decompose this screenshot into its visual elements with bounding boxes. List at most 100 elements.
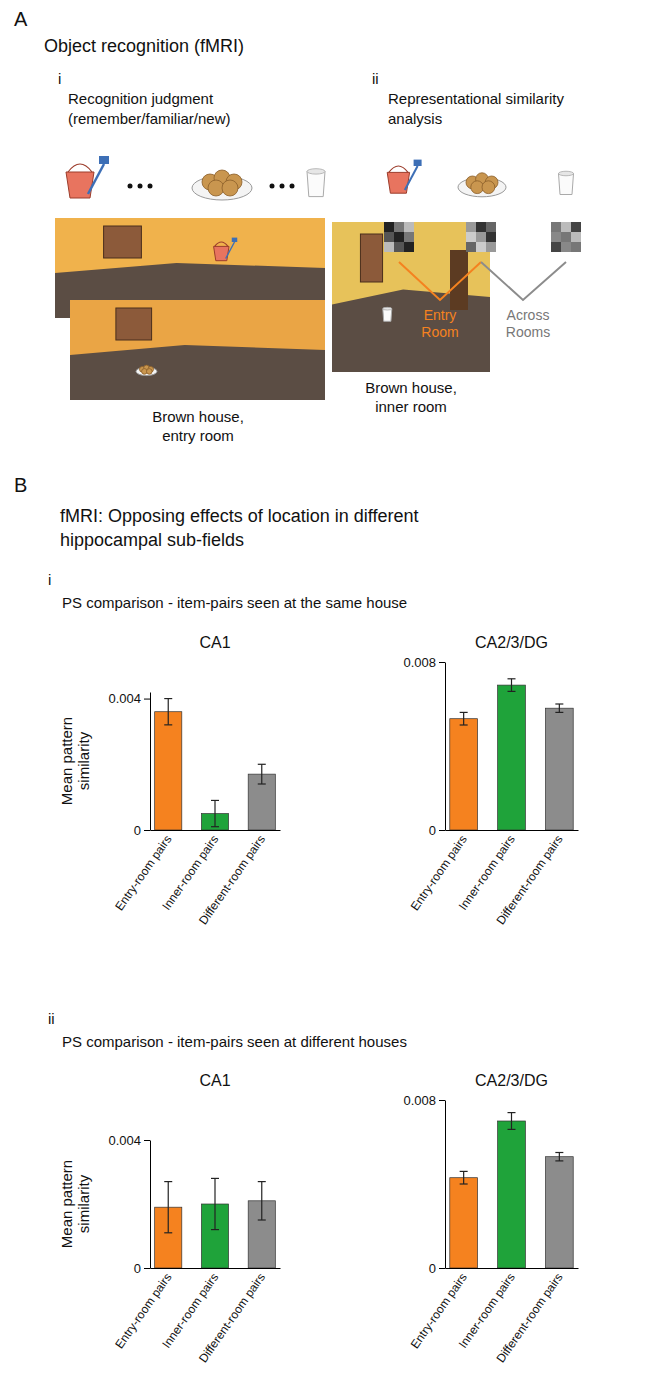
error-bar-cap xyxy=(460,724,468,725)
icon-bucket xyxy=(66,172,94,198)
y-tick-label: 0 xyxy=(429,823,436,838)
x-tick: Different-room pairs xyxy=(493,1268,565,1365)
screenshot-shelf xyxy=(450,250,468,310)
pattern-cell xyxy=(561,242,571,252)
icon-cup xyxy=(307,171,325,196)
x-tick-label: Different-room pairs xyxy=(493,832,565,927)
pattern-cell xyxy=(404,242,414,252)
pattern-cell xyxy=(384,242,394,252)
pattern-cell xyxy=(486,232,496,242)
entry-room-link xyxy=(399,262,481,300)
axis-line xyxy=(151,830,281,831)
error-bar-cap xyxy=(508,1129,516,1130)
error-bar-cap xyxy=(555,703,563,704)
plot-area xyxy=(450,679,573,830)
error-bar xyxy=(508,679,516,692)
icon-bucket-handle xyxy=(68,164,92,172)
y-axis-title: Mean patternsimilarity xyxy=(58,717,92,805)
error-bar xyxy=(164,1182,172,1233)
chart-title: CA1 xyxy=(199,634,230,651)
y-tick-label: 0.008 xyxy=(403,655,436,670)
y-tick: 0.008 xyxy=(403,655,445,670)
plot-area xyxy=(155,699,276,830)
error-bar-cap xyxy=(164,1181,172,1182)
error-bar xyxy=(258,1182,266,1220)
icon-cookie xyxy=(482,181,495,194)
y-tick-label: 0.004 xyxy=(108,1133,141,1148)
error-bar-stem xyxy=(261,1182,262,1220)
ellipsis-dot xyxy=(138,184,143,189)
error-bar-cap xyxy=(211,826,219,827)
y-axis: 00.008 xyxy=(403,1093,445,1276)
screenshot-floor xyxy=(70,345,325,400)
y-tick-mark xyxy=(144,699,150,700)
subpanel-title: Recognition judgment xyxy=(68,90,214,107)
pattern-cell xyxy=(394,222,404,232)
panel-letter: B xyxy=(14,474,27,496)
axis-line xyxy=(446,1268,579,1269)
bar-chart: 0 0.004 Entry-room pairsInner-room pairsDi… xyxy=(58,634,281,927)
error-bar-cap xyxy=(164,724,172,725)
axis-line xyxy=(445,1101,446,1269)
axis-line xyxy=(445,663,446,831)
bar-chart: 00.008Entry-room pairsInner-room pairsDi… xyxy=(403,634,578,927)
bar-chart: 00.004Entry-room pairsInner-room pairsDi… xyxy=(58,1072,281,1365)
figure: AObject recognition (fMRI)iRecognition j… xyxy=(0,0,646,1399)
pattern-cell xyxy=(571,242,581,252)
subpanel-subtitle: (remember/familiar/new) xyxy=(68,110,231,127)
error-bar xyxy=(460,1171,468,1184)
x-tick-label: Different-room pairs xyxy=(493,1270,565,1365)
screenshot-wall xyxy=(70,300,325,400)
bar xyxy=(498,1121,526,1268)
error-bar-cap xyxy=(258,783,266,784)
y-tick: 0 xyxy=(134,1261,150,1276)
pattern-cell xyxy=(476,232,486,242)
x-tick-label: Different-room pairs xyxy=(196,1270,268,1365)
error-bar xyxy=(211,1178,219,1229)
subpanel-numeral: i xyxy=(48,571,51,588)
caption: Brown house,entry room xyxy=(152,408,244,444)
icon-shovel-blade xyxy=(414,160,422,166)
y-tick-mark xyxy=(144,1268,150,1269)
error-bar-cap xyxy=(555,1152,563,1153)
error-bar xyxy=(258,764,266,784)
caption: Brown house,inner room xyxy=(365,379,457,415)
panel-letter: A xyxy=(14,8,28,30)
error-bar-stem xyxy=(214,800,215,826)
screenshot-window xyxy=(360,234,382,282)
error-bar-stem xyxy=(214,1178,215,1229)
pattern-cell xyxy=(561,222,571,232)
error-bar-cap xyxy=(555,1160,563,1161)
y-tick: 0.004 xyxy=(108,1133,150,1148)
link-label: AcrossRooms xyxy=(506,307,550,340)
x-tick: Different-room pairs xyxy=(493,830,565,927)
axis-line xyxy=(150,1141,151,1269)
error-bar-cap xyxy=(508,678,516,679)
subpanel-title: PS comparison - item-pairs seen at the s… xyxy=(62,594,407,611)
error-bar xyxy=(460,712,468,725)
y-tick-label: 0.008 xyxy=(403,1093,436,1108)
y-tick-mark xyxy=(439,1268,445,1269)
chart-title: CA2/3/DG xyxy=(475,1072,548,1089)
icon-cookie xyxy=(147,369,153,375)
y-tick-mark xyxy=(439,1100,445,1101)
y-axis: 0 0.004 xyxy=(108,1133,150,1276)
bar xyxy=(545,1157,573,1268)
screenshot-window xyxy=(104,226,142,258)
error-bar-cap xyxy=(258,1181,266,1182)
ellipsis-dot xyxy=(148,184,153,189)
subpanel-numeral: ii xyxy=(372,70,379,87)
y-tick-mark xyxy=(144,1140,150,1141)
ellipsis-dot xyxy=(280,184,285,189)
icon-shovel xyxy=(226,242,235,259)
icon-bucket xyxy=(214,246,229,260)
pattern-cell xyxy=(394,242,404,252)
error-bar-cap xyxy=(460,1183,468,1184)
screenshot-wall xyxy=(332,222,490,372)
pattern-cell xyxy=(551,232,561,242)
chart-title: CA1 xyxy=(199,1072,230,1089)
y-axis: 0 0.008 xyxy=(403,655,445,838)
y-tick-label: 0.004 xyxy=(108,691,141,706)
y-tick-label: 0 xyxy=(134,823,141,838)
x-axis: Entry-room pairsInner-room pairsDifferen… xyxy=(112,830,280,927)
